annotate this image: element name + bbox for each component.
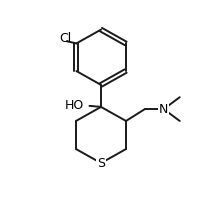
- Text: HO: HO: [65, 99, 84, 112]
- Text: N: N: [159, 103, 168, 116]
- Text: Cl: Cl: [59, 32, 71, 45]
- Text: S: S: [97, 157, 105, 170]
